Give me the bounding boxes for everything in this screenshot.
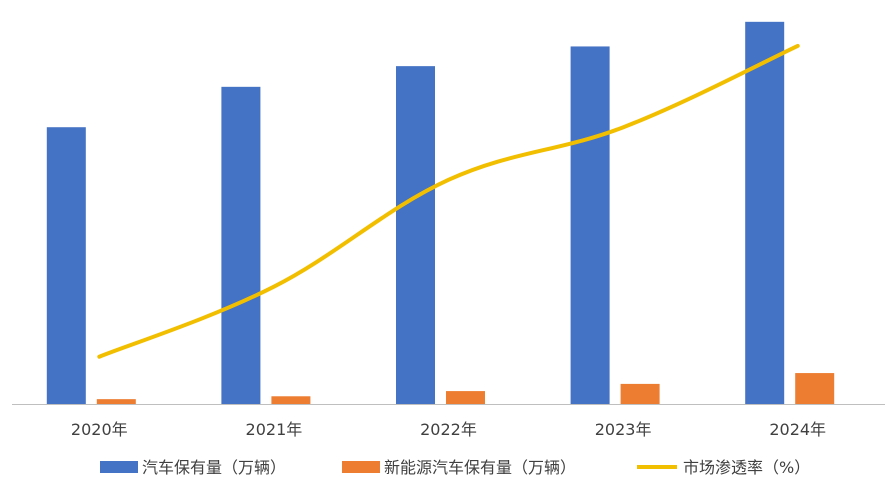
bars-layer (46, 21, 835, 405)
legend-item-2: 市场渗透率（%） (637, 458, 810, 477)
bar-vehicle-stock-4 (745, 21, 785, 404)
bar-vehicle-stock-0 (46, 127, 86, 404)
line-layer (97, 43, 800, 359)
line-penetration-rate (97, 43, 800, 359)
bar-nev-stock-1 (271, 396, 311, 404)
legend-swatch (100, 461, 138, 473)
legend: 汽车保有量（万辆） 新能源汽车保有量（万辆） 市场渗透率（%） (100, 458, 810, 477)
x-tick-label: 2020年 (71, 420, 128, 439)
bar-vehicle-stock-2 (396, 66, 435, 405)
bar-nev-stock-4 (795, 373, 835, 404)
bar-nev-stock-0 (96, 399, 136, 404)
x-tick-label: 2024年 (769, 420, 826, 439)
legend-label: 市场渗透率（%） (683, 458, 810, 477)
legend-label: 新能源汽车保有量（万辆） (384, 458, 576, 477)
bar-vehicle-stock-3 (570, 46, 610, 404)
legend-swatch (342, 461, 380, 473)
x-tick-label: 2022年 (420, 420, 477, 439)
x-tick-labels: 2020年 2021年 2022年 2023年 2024年 (71, 420, 826, 439)
bar-vehicle-stock-1 (221, 86, 261, 404)
legend-label: 汽车保有量（万辆） (142, 458, 286, 477)
x-tick-label: 2021年 (246, 420, 303, 439)
legend-item-0: 汽车保有量（万辆） (100, 458, 286, 477)
x-tick-label: 2023年 (595, 420, 652, 439)
bar-nev-stock-2 (446, 391, 485, 404)
legend-item-1: 新能源汽车保有量（万辆） (342, 458, 576, 477)
bar-nev-stock-3 (620, 383, 660, 404)
